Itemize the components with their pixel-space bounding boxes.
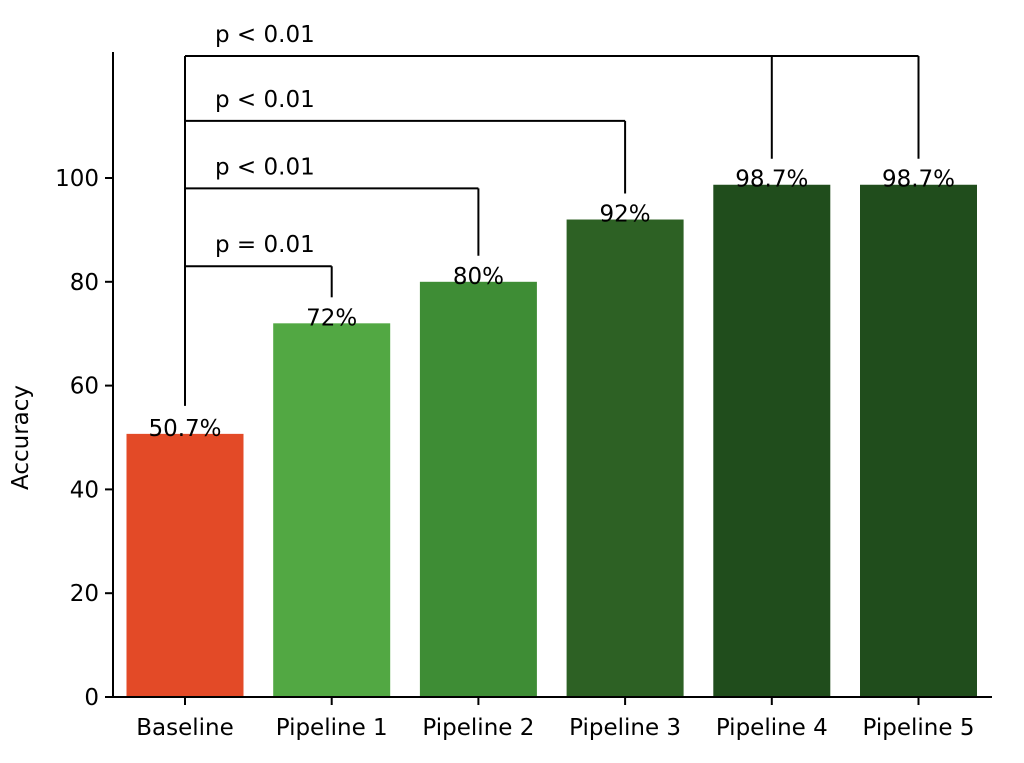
- y-tick-label: 40: [70, 477, 99, 503]
- p-value-label: p < 0.01: [215, 22, 315, 48]
- bar: [419, 281, 537, 697]
- bar-value-label: 92%: [600, 202, 651, 228]
- bar-value-label: 80%: [453, 264, 504, 290]
- x-tick-label: Pipeline 5: [863, 715, 975, 741]
- x-axis-ticks: Baseline Pipeline 1 Pipeline 2 Pipeline 3 Pi…: [136, 697, 974, 741]
- y-tick-label: 20: [70, 581, 99, 607]
- y-tick-label: 0: [84, 685, 99, 711]
- p-value-label: p = 0.01: [215, 232, 315, 258]
- bar-value-label: 98.7%: [882, 167, 955, 193]
- bars: [126, 184, 977, 697]
- y-axis-ticks: 0 20 40 60 80 100: [55, 166, 113, 711]
- x-tick-label: Pipeline 2: [422, 715, 534, 741]
- bar-value-label: 98.7%: [735, 167, 808, 193]
- p-value-label: p < 0.01: [215, 154, 315, 180]
- bar: [566, 219, 684, 697]
- bar-value-label: 50.7%: [148, 416, 221, 442]
- data-labels: 50.7% 72% 80% 92% 98.7% 98.7%: [148, 167, 955, 442]
- bar: [126, 433, 244, 697]
- y-tick-label: 100: [55, 166, 99, 192]
- x-tick-label: Pipeline 1: [276, 715, 388, 741]
- bar-value-label: 72%: [306, 305, 357, 331]
- y-tick-label: 60: [70, 374, 99, 400]
- bar: [713, 184, 831, 697]
- x-tick-label: Baseline: [136, 715, 234, 741]
- bar: [860, 184, 977, 697]
- p-value-label: p < 0.01: [215, 87, 315, 113]
- y-axis-title: Accuracy: [8, 385, 34, 490]
- bar: [273, 323, 391, 697]
- x-tick-label: Pipeline 4: [716, 715, 828, 741]
- x-tick-label: Pipeline 3: [569, 715, 681, 741]
- significance-brackets: p = 0.01 p < 0.01 p < 0.01 p < 0.01: [184, 22, 920, 406]
- y-tick-label: 80: [70, 270, 99, 296]
